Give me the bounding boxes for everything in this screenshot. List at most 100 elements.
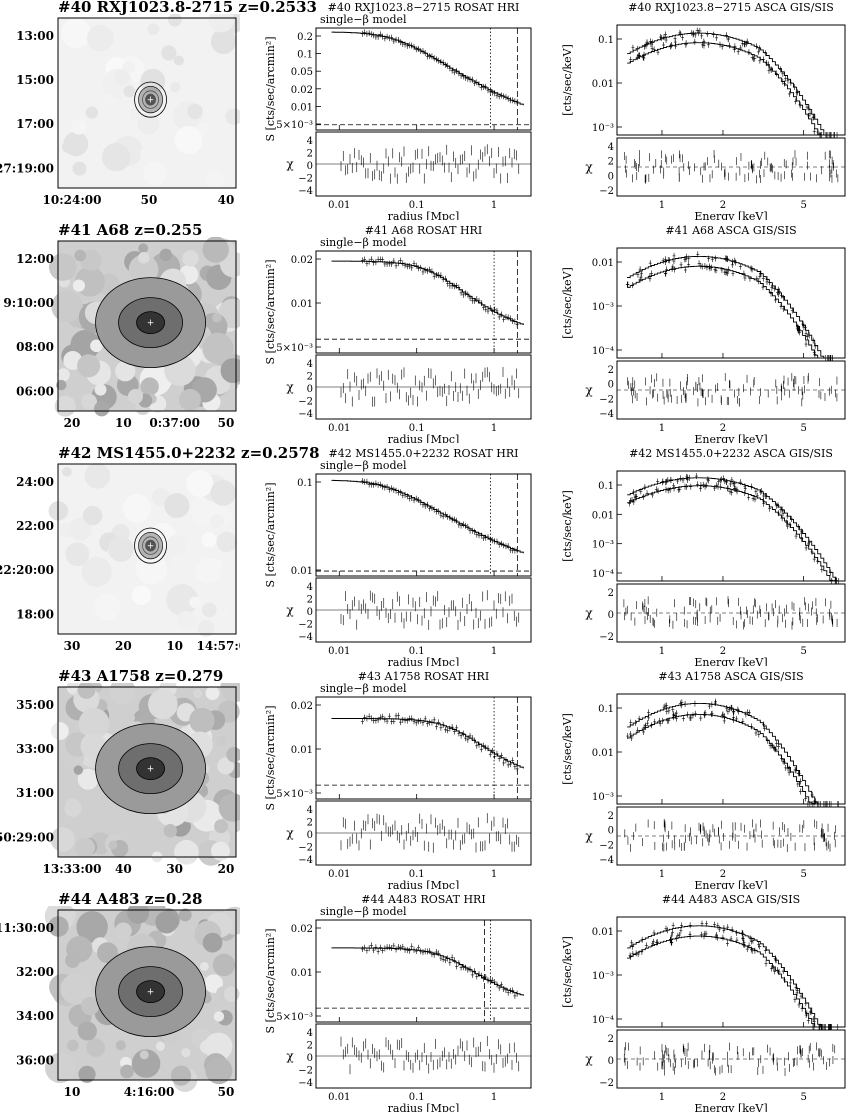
residual-tick-label: −4 bbox=[298, 855, 313, 866]
spectrum-residual-tick-label: 0 bbox=[608, 171, 614, 182]
spectrum-title: #43 A1758 ASCA GIS/SIS bbox=[658, 670, 803, 683]
image-noise-blob bbox=[189, 707, 215, 734]
spectrum-xtick-label: 1 bbox=[659, 200, 665, 211]
profile-ytick-label: 5×10⁻³ bbox=[276, 120, 313, 131]
image-noise-blob bbox=[115, 1040, 126, 1051]
profile-xlabel: radius [Mpc] bbox=[388, 656, 460, 666]
image-noise-blob bbox=[214, 819, 229, 834]
spectrum-residual-tick-label: −2 bbox=[599, 632, 614, 643]
image-noise-blob bbox=[70, 329, 101, 360]
image-noise-blob bbox=[220, 609, 230, 619]
spectrum-chart: #42 MS1455.0+2232 ASCA GIS/SIS 0.1 0.01 10⁻… bbox=[561, 447, 846, 666]
image-noise-blob bbox=[220, 683, 240, 702]
image-noise-blob bbox=[212, 312, 222, 323]
image-noise-blob bbox=[178, 388, 202, 411]
spectrum-ylabel: [cts/sec/keV] bbox=[561, 713, 574, 785]
residual-tick-label: 0 bbox=[307, 1053, 313, 1064]
spectrum-ytick-label: 10⁻³ bbox=[592, 971, 614, 982]
ra-tick-label: 20 bbox=[115, 639, 132, 653]
dec-tick-label: 08:00 bbox=[16, 340, 54, 354]
spectrum-ytick-label: 10⁻³ bbox=[592, 302, 614, 313]
image-noise-blob bbox=[50, 722, 69, 741]
profile-model-label: single−β model bbox=[320, 236, 407, 249]
spectrum-ytick-label: 0.1 bbox=[598, 481, 614, 492]
image-noise-blob bbox=[77, 768, 99, 790]
image-noise-blob bbox=[61, 141, 74, 153]
image-noise-blob bbox=[94, 593, 121, 621]
spectrum-frame bbox=[616, 247, 846, 359]
profile-ylabel: S [cts/sec/arcmin²] bbox=[264, 260, 277, 365]
ra-tick-label: 20 bbox=[218, 862, 235, 876]
xray-image-panel: +12:00 9:10:00 08:00 06:00 20 10 0:37:00 50 bbox=[3, 237, 240, 430]
image-noise-blob bbox=[50, 827, 75, 852]
image-noise-blob bbox=[75, 837, 95, 858]
center-marker: + bbox=[147, 988, 155, 998]
contour-inner bbox=[136, 757, 165, 780]
spectrum-frame bbox=[616, 24, 846, 136]
profile-title: #43 A1758 ROSAT HRI bbox=[358, 670, 489, 683]
dec-tick-label: 33:00 bbox=[16, 742, 54, 756]
profile-ytick-label: 0.02 bbox=[291, 255, 313, 266]
image-noise-blob bbox=[137, 112, 160, 135]
image-noise-blob bbox=[205, 1057, 233, 1085]
ra-tick-label: 50 bbox=[218, 416, 235, 430]
spectrum-xtick-label: 2 bbox=[720, 423, 726, 434]
image-noise-blob bbox=[84, 463, 111, 489]
core-glow bbox=[138, 532, 163, 559]
spectrum-residual-tick-label: −4 bbox=[599, 409, 614, 420]
dec-tick-label: 17:00 bbox=[16, 117, 54, 131]
image-noise-blob bbox=[131, 1049, 161, 1078]
image-noise-blob bbox=[148, 689, 178, 720]
profile-xtick-label: 0.01 bbox=[328, 200, 350, 211]
image-noise-blob bbox=[223, 986, 240, 1002]
image-noise-blob bbox=[82, 505, 103, 526]
image-noise-blob bbox=[62, 466, 72, 477]
residual-tick-label: −2 bbox=[298, 1066, 313, 1077]
dec-tick-label: 35:00 bbox=[16, 698, 54, 712]
spectrum-xtick-label: 5 bbox=[800, 869, 806, 880]
dec-tick-label: 12:00 bbox=[16, 252, 54, 266]
profile-ytick-label: 0.02 bbox=[291, 85, 313, 96]
profile-xtick-label: 1 bbox=[491, 423, 497, 434]
image-noise-blob bbox=[177, 610, 196, 630]
spectrum-residual-label: χ bbox=[585, 160, 593, 174]
ra-tick-label: 10 bbox=[166, 639, 183, 653]
dec-tick-label: 13:00 bbox=[16, 29, 54, 43]
image-noise-blob bbox=[48, 253, 77, 281]
residual-tick-label: −4 bbox=[298, 409, 313, 420]
profile-ytick-label: 0.05 bbox=[291, 67, 313, 78]
spectrum-residual-tick-label: 2 bbox=[608, 1034, 614, 1045]
ra-tick-label: 10:24:00 bbox=[43, 193, 102, 207]
spectrum-residual-tick-label: 2 bbox=[608, 157, 614, 168]
image-noise-blob bbox=[218, 793, 240, 822]
center-marker: + bbox=[147, 542, 155, 552]
profile-ytick-label: 0.1 bbox=[297, 478, 313, 489]
profile-ytick-label: 0.01 bbox=[291, 745, 313, 756]
ra-tick-label: 10 bbox=[115, 416, 132, 430]
image-noise-blob bbox=[108, 840, 118, 850]
spectrum-chart: #41 A68 ASCA GIS/SIS 0.01 10⁻³ 10⁻⁴ [cts/sec… bbox=[561, 224, 846, 443]
image-noise-blob bbox=[73, 765, 83, 775]
image-noise-blob bbox=[143, 161, 168, 186]
image-noise-blob bbox=[97, 942, 119, 964]
spectrum-ylabel: [cts/sec/keV] bbox=[561, 267, 574, 339]
spectrum-model-line bbox=[627, 702, 839, 805]
image-noise-blob bbox=[166, 534, 188, 556]
dec-tick-label: 36:00 bbox=[16, 1053, 54, 1067]
contour-ring bbox=[134, 527, 167, 564]
spectrum-xlabel: Energy [keV] bbox=[694, 879, 767, 889]
residual-tick-label: 4 bbox=[307, 582, 313, 593]
image-noise-blob bbox=[186, 470, 214, 497]
spectrum-residual-tick-label: −2 bbox=[599, 394, 614, 405]
spectrum-ytick-label: 10⁻³ bbox=[592, 123, 614, 134]
image-noise-blob bbox=[211, 841, 230, 861]
image-noise-blob bbox=[202, 237, 229, 263]
dec-tick-label: -27:19:00 bbox=[0, 161, 54, 175]
ra-tick-label: 40 bbox=[218, 193, 235, 207]
profile-ytick-label: 5×10⁻³ bbox=[276, 1012, 313, 1023]
residual-tick-label: 0 bbox=[307, 161, 313, 172]
core-glow bbox=[138, 86, 163, 113]
ra-tick-label: 10 bbox=[64, 1085, 81, 1099]
spectrum-residual-tick-label: 0 bbox=[608, 826, 614, 837]
